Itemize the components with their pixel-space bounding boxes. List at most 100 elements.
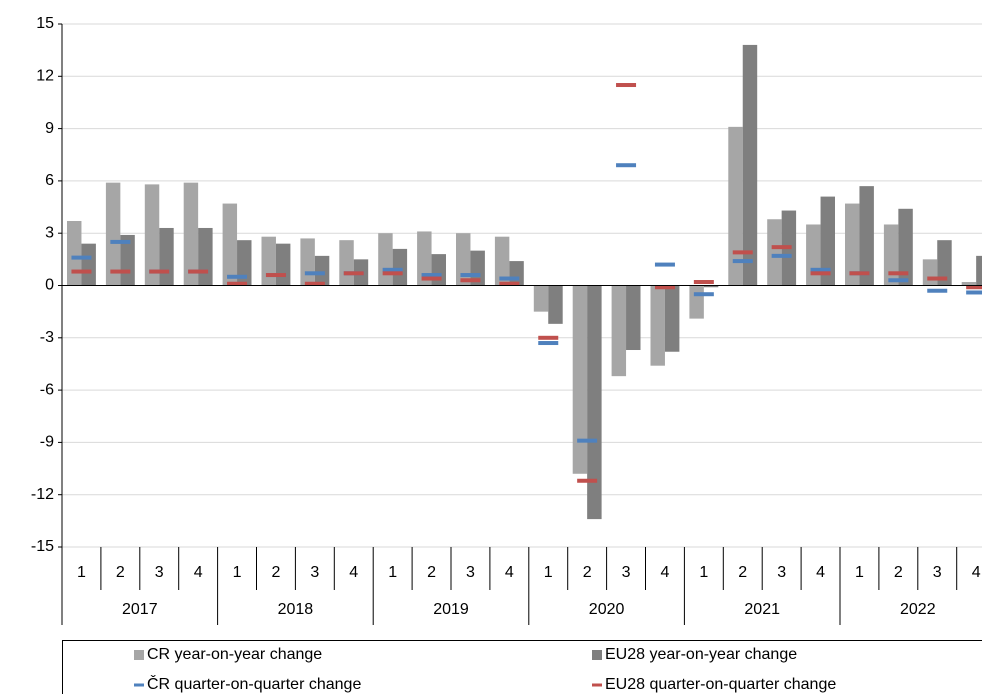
dash-marker <box>71 269 92 274</box>
dash-marker <box>654 262 675 267</box>
bar <box>767 219 782 286</box>
dash-marker <box>927 276 948 281</box>
bar <box>378 233 393 286</box>
dash-marker <box>654 285 675 290</box>
dash-marker <box>304 281 325 286</box>
x-tick-label: 3 <box>777 564 786 581</box>
dash-marker <box>693 280 714 285</box>
y-tick-label: -12 <box>31 486 54 503</box>
x-tick-label: 1 <box>544 564 553 581</box>
bar <box>314 255 330 286</box>
bar <box>689 285 704 319</box>
bar <box>806 224 821 286</box>
x-tick-label: 4 <box>660 564 669 581</box>
y-tick-label: -15 <box>31 538 54 555</box>
dash-marker <box>382 271 403 276</box>
bar <box>261 236 276 286</box>
bar <box>300 238 315 286</box>
bar <box>198 227 213 286</box>
dash-marker <box>888 271 909 276</box>
bar <box>587 285 602 520</box>
dash-marker <box>304 271 325 276</box>
bar <box>664 285 680 352</box>
dash-marker <box>71 255 92 260</box>
dash-marker <box>421 273 442 278</box>
dash-marker <box>343 271 364 276</box>
x-group-label: 2021 <box>744 601 780 618</box>
y-tick-label: 0 <box>45 277 54 294</box>
bar <box>67 220 82 286</box>
dash-marker <box>265 273 286 278</box>
bar <box>417 231 432 286</box>
bar <box>431 254 446 286</box>
legend-label: CR year-on-year change <box>147 646 322 663</box>
bar <box>392 248 408 286</box>
dash-marker <box>460 273 481 278</box>
y-tick-label: -9 <box>40 434 54 451</box>
x-tick-label: 3 <box>310 564 319 581</box>
bar <box>339 240 354 286</box>
x-tick-label: 2 <box>116 564 125 581</box>
y-tick-label: 15 <box>36 15 54 32</box>
dash-marker <box>693 292 714 297</box>
dash-marker <box>227 274 248 279</box>
x-tick-label: 3 <box>466 564 475 581</box>
x-tick-label: 1 <box>699 564 708 581</box>
bar <box>898 208 913 286</box>
dash-marker <box>188 269 209 274</box>
bar <box>222 203 238 286</box>
dash-marker <box>616 83 637 88</box>
y-tick-label: 12 <box>36 68 54 85</box>
y-tick-label: 3 <box>45 224 54 241</box>
bar <box>845 203 860 286</box>
dash-marker <box>499 281 520 286</box>
legend-swatch <box>134 683 144 687</box>
x-tick-label: 2 <box>271 564 280 581</box>
dash-marker <box>732 259 753 264</box>
x-tick-label: 1 <box>233 564 242 581</box>
x-group-label: 2018 <box>278 601 314 618</box>
legend-label: EU28 quarter-on-quarter change <box>605 676 836 693</box>
x-group-label: 2017 <box>122 601 158 618</box>
bar <box>81 243 96 286</box>
dash-marker <box>460 278 481 283</box>
bar <box>572 285 588 474</box>
x-tick-label: 3 <box>622 564 631 581</box>
bar <box>961 282 977 286</box>
legend-label: ČR quarter-on-quarter change <box>147 674 361 693</box>
bar <box>237 240 252 286</box>
y-tick-label: -3 <box>40 329 54 346</box>
x-group-label: 2022 <box>900 601 936 618</box>
dash-marker <box>382 267 403 272</box>
bar <box>728 126 743 286</box>
x-group-label: 2019 <box>433 601 469 618</box>
x-group-label: 2020 <box>589 601 625 618</box>
x-tick-label: 1 <box>388 564 397 581</box>
dash-marker <box>110 239 131 244</box>
bar <box>159 227 174 286</box>
dash-marker <box>810 271 831 276</box>
dash-marker <box>227 281 248 286</box>
bar <box>976 255 982 286</box>
dash-marker <box>966 285 982 290</box>
bar <box>626 285 641 351</box>
x-tick-label: 4 <box>505 564 514 581</box>
dash-marker <box>577 438 598 443</box>
x-tick-label: 4 <box>194 564 203 581</box>
x-tick-label: 1 <box>855 564 864 581</box>
dash-marker <box>110 269 131 274</box>
dash-marker <box>577 478 598 483</box>
x-tick-label: 4 <box>349 564 358 581</box>
dash-marker <box>927 288 948 293</box>
bar <box>820 196 835 286</box>
bar <box>275 243 291 286</box>
bar <box>144 184 160 286</box>
bar <box>922 259 938 286</box>
x-tick-label: 2 <box>738 564 747 581</box>
legend-box <box>62 640 982 694</box>
bar <box>650 285 665 366</box>
x-tick-label: 2 <box>427 564 436 581</box>
bar <box>456 233 471 286</box>
y-tick-label: 6 <box>45 172 54 189</box>
